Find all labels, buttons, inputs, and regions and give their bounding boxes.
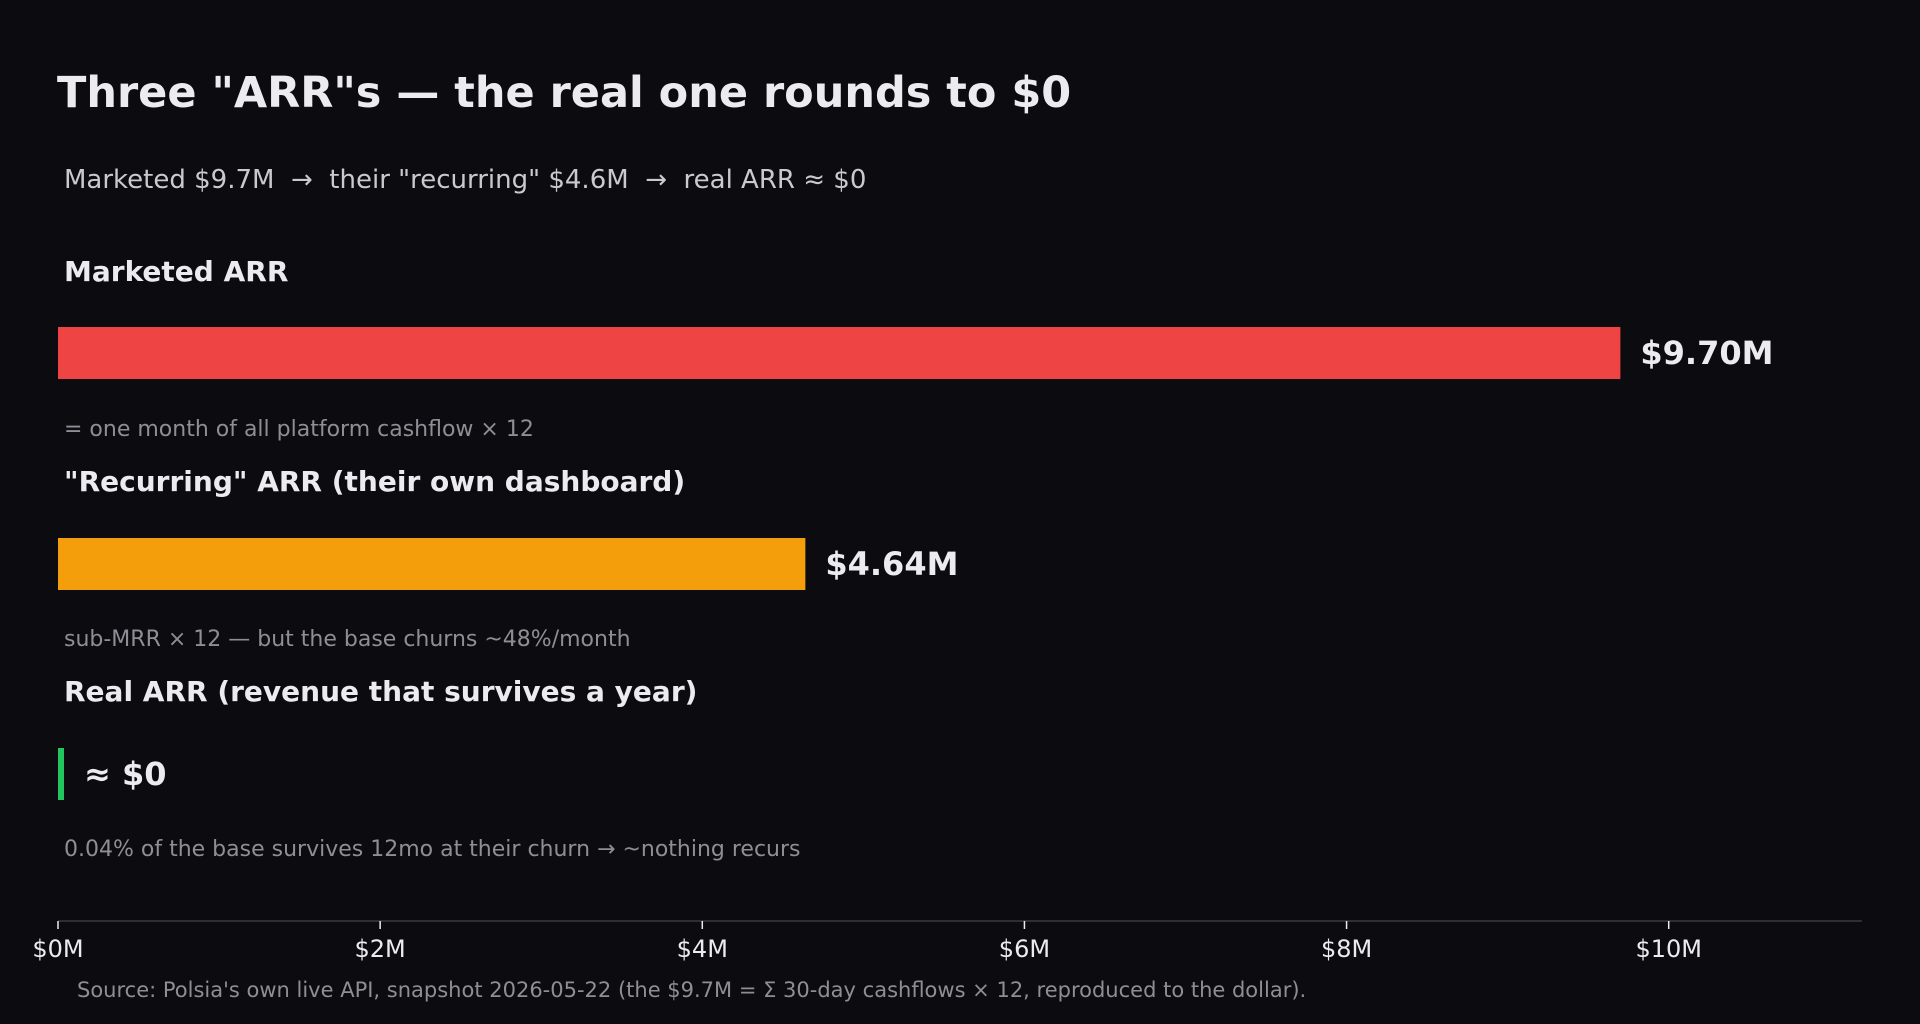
bar-label-real: Real ARR (revenue that survives a year) [64,675,698,708]
bar-recurring [58,538,806,590]
chart-title: Three "ARR"s — the real one rounds to $0 [57,68,1072,118]
x-tick-label: $4M [677,935,728,963]
bar-note-recurring: sub-MRR × 12 — but the base churns ~48%/… [64,627,631,652]
bar-note-marketed: = one month of all platform cashflow × 1… [64,417,534,442]
chart-subtitle: Marketed $9.7M → their "recurring" $4.6M… [64,165,867,195]
x-tick-label: $6M [999,935,1050,963]
value-label-recurring: $4.64M [825,545,958,583]
value-label-marketed: $9.70M [1640,334,1773,372]
bar-real [58,748,64,800]
bar-note-real: 0.04% of the base survives 12mo at their… [64,837,801,862]
x-tick-label: $8M [1321,935,1372,963]
x-tick-label: $0M [32,935,83,963]
x-tick-label: $10M [1635,935,1702,963]
bar-label-marketed: Marketed ARR [64,255,289,288]
bar-marketed [58,327,1621,379]
bar-label-recurring: "Recurring" ARR (their own dashboard) [64,465,686,498]
x-tick-label: $2M [355,935,406,963]
source-note: Source: Polsia's own live API, snapshot … [77,978,1307,1002]
value-label-real: ≈ $0 [84,755,166,793]
